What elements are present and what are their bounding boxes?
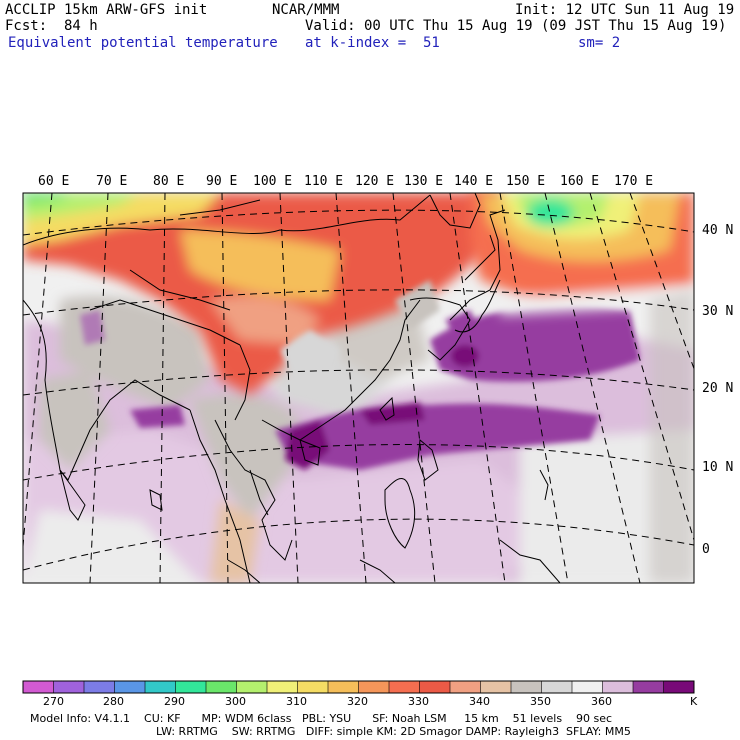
colorbar-tick-320: 320: [347, 695, 368, 708]
latitude-labels: 40 N 30 N 20 N 10 N 0: [702, 223, 733, 557]
lon-label-120e: 120 E: [355, 174, 394, 189]
colorbar-tick-340: 340: [469, 695, 490, 708]
colorbar-tick-330: 330: [408, 695, 429, 708]
lon-label-170e: 170 E: [614, 174, 653, 189]
colorbar-swatch: [267, 681, 298, 693]
longitude-labels: 60 E 70 E 80 E 90 E 100 E 110 E 120 E 13…: [38, 174, 653, 189]
lon-label-140e: 140 E: [454, 174, 493, 189]
lon-label-130e: 130 E: [404, 174, 443, 189]
colorbar-swatch: [175, 681, 207, 693]
colorbar-swatch: [53, 681, 85, 693]
colorbar-tick-280: 280: [103, 695, 124, 708]
forecast-hours: 84 h: [64, 18, 98, 34]
colorbar-tick-310: 310: [286, 695, 307, 708]
valid-time: Valid: 00 UTC Thu 15 Aug 19 (09 JST Thu …: [305, 18, 727, 34]
lon-label-110e: 110 E: [304, 174, 343, 189]
colorbar-swatch: [84, 681, 115, 693]
colorbar-swatch: [450, 681, 481, 693]
colorbar-swatch: [480, 681, 512, 693]
lon-label-150e: 150 E: [506, 174, 545, 189]
graticule: [23, 193, 694, 583]
lat-label-30n: 30 N: [702, 304, 733, 319]
colorbar-swatch: [114, 681, 146, 693]
colorbar-labels: 270 280 290 300 310 320 330 340 350 360 …: [43, 695, 698, 708]
field-name: Equivalent potential temperature: [8, 35, 278, 51]
level-index: at k-index = 51: [305, 35, 440, 51]
colorbar-unit: K: [690, 695, 698, 708]
colorbar-tick-290: 290: [164, 695, 185, 708]
colorbar-swatch: [602, 681, 634, 693]
colorbar-tick-360: 360: [591, 695, 612, 708]
lat-label-10n: 10 N: [702, 460, 733, 475]
lon-label-90e: 90 E: [206, 174, 237, 189]
lon-label-60e: 60 E: [38, 174, 69, 189]
colorbar-swatch: [328, 681, 359, 693]
colorbar: [22, 680, 695, 694]
colorbar-swatch: [389, 681, 420, 693]
colorbar-swatch: [23, 681, 54, 693]
colorbar-tick-270: 270: [43, 695, 64, 708]
lon-label-80e: 80 E: [153, 174, 184, 189]
org-label: NCAR/MMM: [272, 2, 340, 18]
colorbar-swatch: [572, 681, 603, 693]
lat-label-40n: 40 N: [702, 223, 733, 238]
colorbar-swatch: [358, 681, 390, 693]
footer-model-info: Model Info: V4.1.1 CU: KF MP: WDM 6class…: [30, 712, 613, 725]
init-time: Init: 12 UTC Sun 11 Aug 19: [515, 2, 735, 18]
lon-label-160e: 160 E: [560, 174, 599, 189]
map-frame: [22, 192, 695, 584]
footer-physics-info: LW: RRTMG SW: RRTMG DIFF: simple KM: 2D …: [156, 725, 631, 738]
colorbar-swatch: [511, 681, 542, 693]
lat-label-0: 0: [702, 542, 710, 557]
colorbar-tick-350: 350: [530, 695, 551, 708]
lon-label-100e: 100 E: [253, 174, 292, 189]
colorbar-swatch: [633, 681, 664, 693]
coastlines: [23, 193, 561, 583]
colorbar-swatch: [297, 681, 329, 693]
colorbar-swatch: [236, 681, 268, 693]
lon-label-70e: 70 E: [96, 174, 127, 189]
smoothing-label: sm= 2: [578, 35, 621, 51]
model-title: ACCLIP 15km ARW-GFS init: [5, 2, 208, 18]
colorbar-swatch: [145, 681, 176, 693]
forecast-label: Fcst:: [5, 18, 48, 34]
theta-e-field: [23, 193, 694, 583]
colorbar-swatch: [206, 681, 237, 693]
colorbar-swatch: [541, 681, 573, 693]
colorbar-tick-300: 300: [225, 695, 246, 708]
colorbar-swatch: [663, 681, 695, 693]
lat-label-20n: 20 N: [702, 381, 733, 396]
colorbar-swatch: [419, 681, 451, 693]
